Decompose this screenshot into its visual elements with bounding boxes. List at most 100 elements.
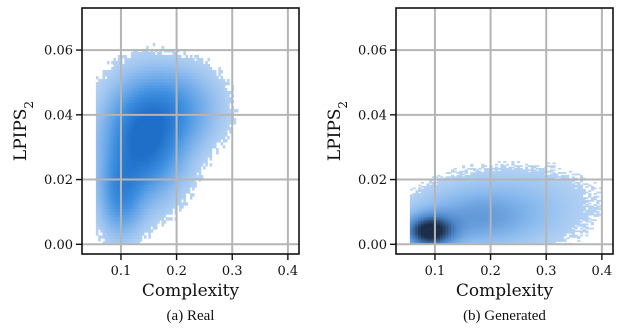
density-bin bbox=[100, 151, 103, 155]
density-bin bbox=[144, 154, 147, 158]
density-bin bbox=[453, 184, 457, 187]
density-bin bbox=[470, 217, 474, 220]
density-bin bbox=[423, 219, 427, 222]
density-bin bbox=[178, 157, 182, 161]
density-bin bbox=[150, 190, 154, 194]
density-bin bbox=[200, 136, 204, 140]
density-bin bbox=[165, 66, 169, 71]
density-bin bbox=[150, 130, 154, 134]
density-bin bbox=[130, 124, 134, 128]
density-bin bbox=[128, 238, 132, 242]
density-bin bbox=[117, 81, 121, 86]
density-bin bbox=[117, 66, 121, 71]
density-bin bbox=[152, 54, 156, 59]
density-bin bbox=[505, 167, 510, 170]
density-bin bbox=[115, 202, 119, 206]
density-bin bbox=[503, 180, 507, 183]
density-bin bbox=[124, 235, 127, 239]
density-bin bbox=[203, 69, 206, 74]
density-bin bbox=[176, 154, 180, 158]
density-bin bbox=[462, 170, 466, 173]
density-bin bbox=[168, 187, 171, 191]
density-bin bbox=[139, 109, 143, 113]
density-bin bbox=[459, 192, 463, 195]
density-bin bbox=[141, 163, 145, 167]
density-bin bbox=[448, 215, 452, 217]
density-bin bbox=[431, 197, 435, 199]
density-bin bbox=[429, 229, 433, 231]
density-bin bbox=[102, 127, 106, 131]
density-bin bbox=[100, 160, 103, 164]
density-bin bbox=[146, 211, 149, 215]
density-bin bbox=[185, 163, 189, 167]
density-bin bbox=[157, 184, 160, 188]
density-bin bbox=[100, 103, 103, 107]
density-bin bbox=[216, 103, 219, 107]
density-bin bbox=[486, 174, 490, 177]
density-bin bbox=[130, 57, 134, 62]
density-bin bbox=[429, 208, 433, 211]
density-bin bbox=[456, 211, 460, 213]
density-bin bbox=[222, 112, 226, 116]
density-bin bbox=[130, 66, 134, 71]
density-bin bbox=[168, 124, 171, 128]
density-bin bbox=[170, 193, 173, 197]
density-bin bbox=[161, 57, 165, 62]
density-bin bbox=[198, 115, 202, 119]
density-bin bbox=[148, 214, 151, 218]
density-bin bbox=[113, 217, 116, 221]
density-bin bbox=[102, 97, 106, 101]
density-bin bbox=[117, 124, 121, 128]
density-bin bbox=[426, 194, 430, 197]
density-bin bbox=[448, 202, 452, 205]
density-bin bbox=[161, 88, 165, 92]
density-bin bbox=[178, 196, 182, 200]
density-bin bbox=[494, 230, 499, 233]
density-bin bbox=[185, 88, 189, 92]
density-bin bbox=[203, 124, 206, 128]
density-bin bbox=[185, 166, 189, 170]
density-bin bbox=[148, 97, 151, 101]
density-bin bbox=[500, 174, 504, 177]
density-bin bbox=[505, 215, 510, 217]
density-bin bbox=[505, 174, 510, 177]
density-bin bbox=[224, 81, 228, 86]
density-bin bbox=[440, 180, 444, 183]
density-bin bbox=[172, 75, 176, 80]
density-bin bbox=[445, 229, 449, 231]
density-bin bbox=[113, 154, 116, 158]
density-bin bbox=[100, 139, 103, 143]
density-bin bbox=[165, 118, 169, 122]
density-bin bbox=[492, 205, 496, 208]
density-bin bbox=[178, 136, 182, 140]
density-bin bbox=[420, 201, 425, 204]
density-bin bbox=[431, 235, 435, 238]
density-bin bbox=[111, 100, 114, 104]
density-bin bbox=[194, 115, 197, 119]
density-bin bbox=[113, 235, 116, 239]
density-bin bbox=[505, 205, 510, 208]
density-bin bbox=[426, 206, 430, 209]
density-bin bbox=[227, 121, 230, 125]
density-bin bbox=[157, 115, 160, 119]
density-bin bbox=[95, 193, 99, 197]
density-bin bbox=[448, 227, 452, 230]
density-bin bbox=[437, 208, 441, 211]
density-bin bbox=[503, 170, 507, 173]
density-bin bbox=[464, 234, 468, 237]
density-bin bbox=[189, 151, 193, 155]
density-bin bbox=[448, 190, 452, 192]
density-bin bbox=[176, 103, 180, 107]
density-bin bbox=[486, 190, 490, 192]
density-bin bbox=[478, 181, 482, 184]
density-bin bbox=[448, 176, 452, 179]
density-bin bbox=[192, 145, 195, 149]
density-bin bbox=[181, 84, 184, 89]
density-bin bbox=[135, 142, 138, 146]
density-bin bbox=[163, 91, 167, 95]
density-bin bbox=[163, 142, 167, 146]
density-bin bbox=[141, 60, 145, 65]
density-bin bbox=[144, 127, 147, 131]
density-bin bbox=[494, 166, 499, 169]
density-bin bbox=[218, 91, 221, 95]
